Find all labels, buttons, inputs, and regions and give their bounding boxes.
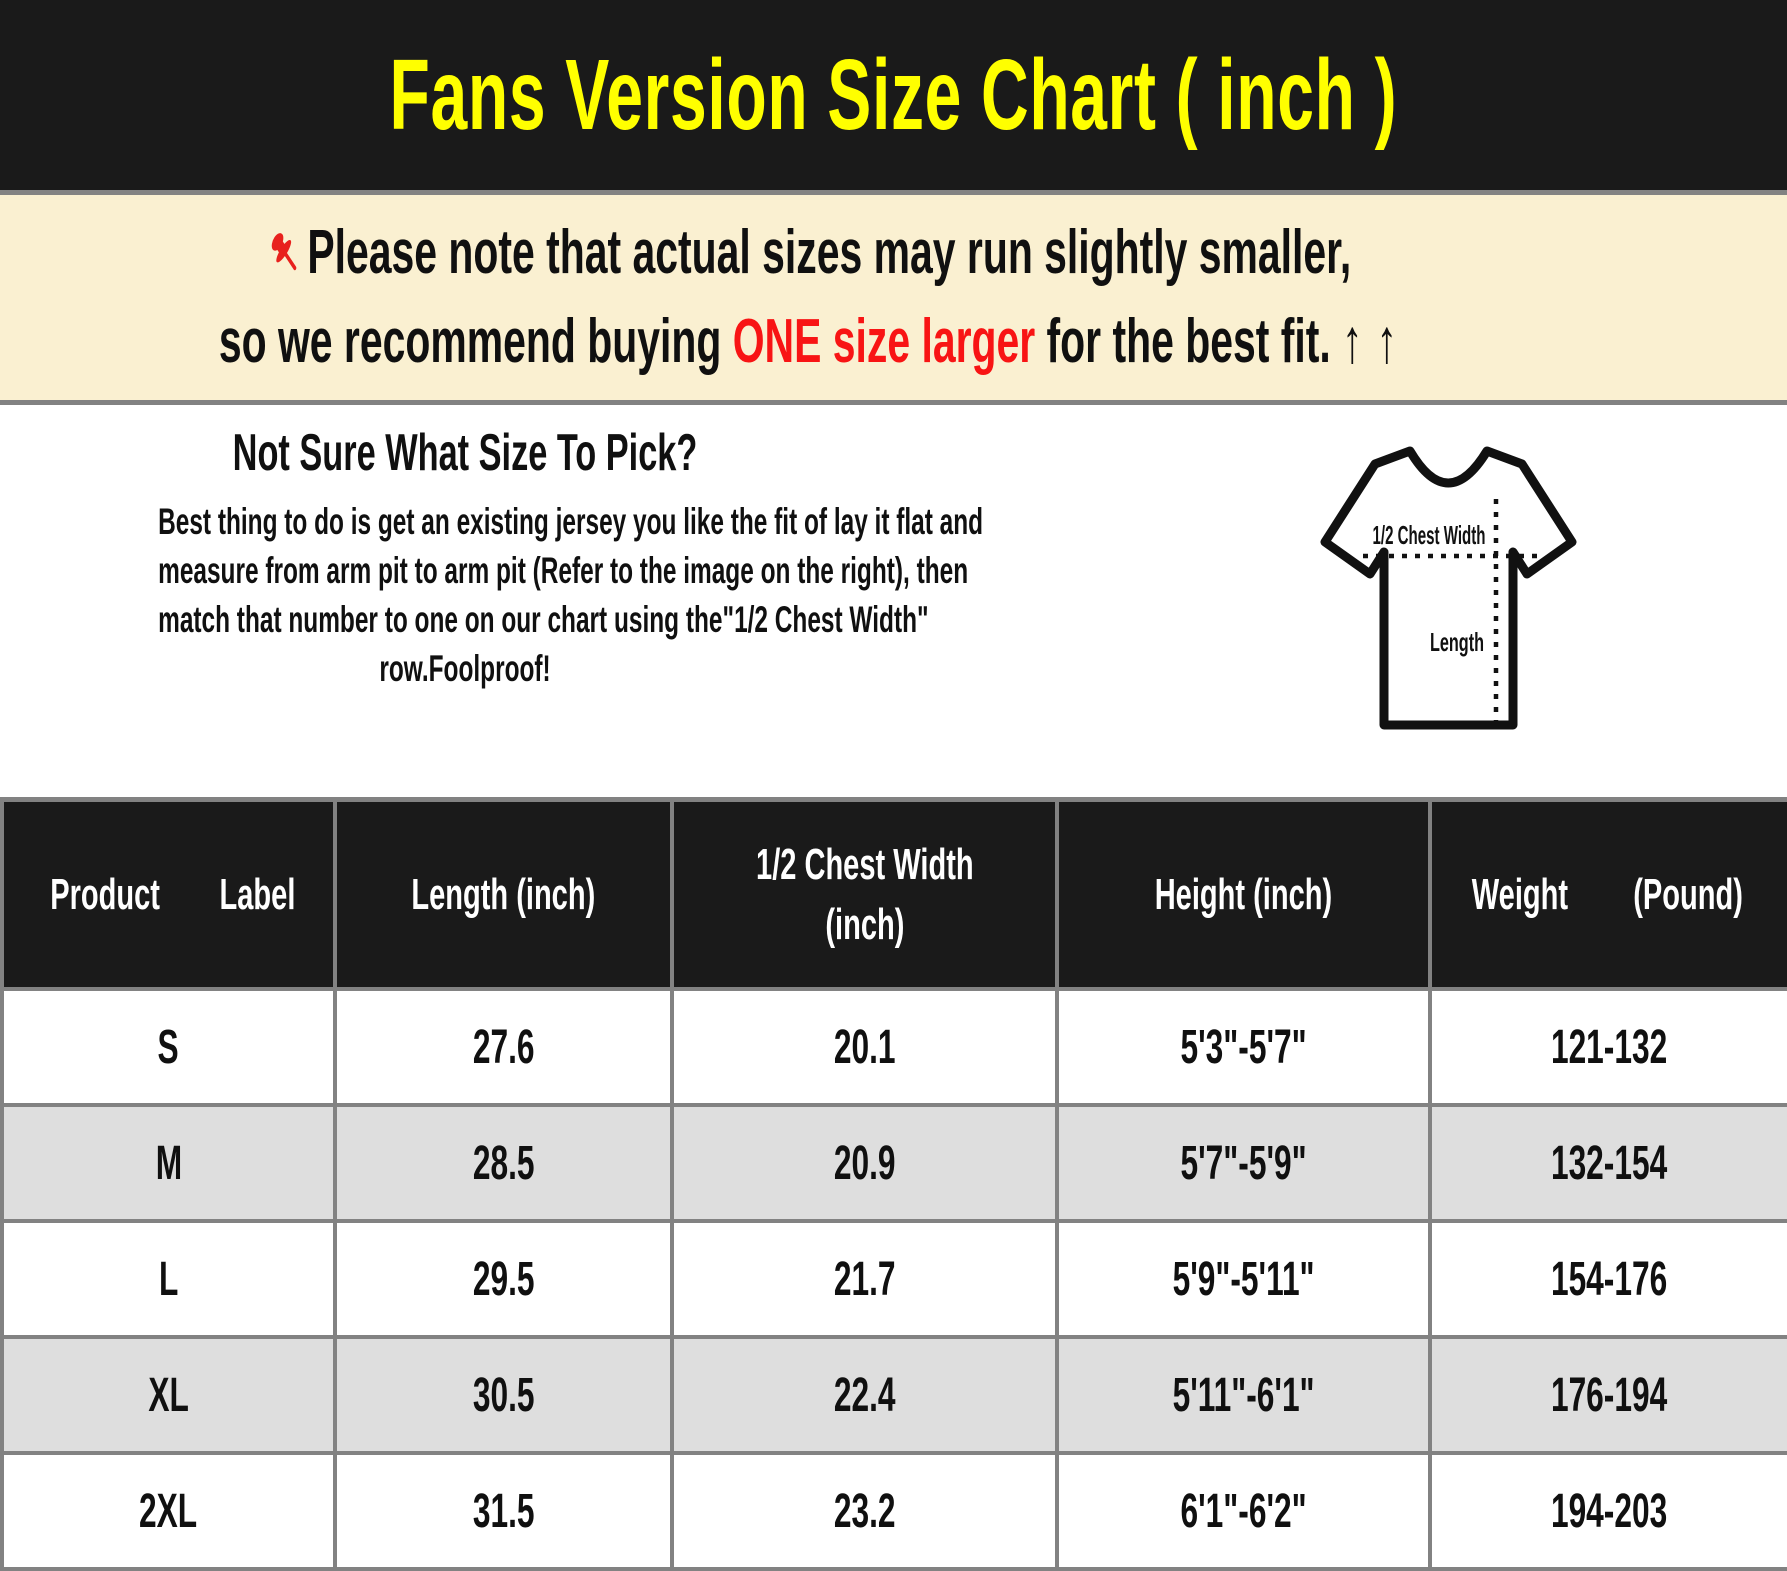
cell-height: 5'3"-5'7" [1055,987,1432,1107]
cell-chest: 20.1 [670,987,1059,1107]
guide-heading: Not Sure What Size To Pick? [232,424,698,482]
cell-length: 28.5 [333,1103,674,1223]
notice-line-1: Please note that actual sizes may run sl… [266,219,1351,287]
cell-chest: 21.7 [670,1219,1059,1339]
cell-weight: 132-154 [1428,1103,1787,1223]
cell-length: 29.5 [333,1219,674,1339]
col-header-weight: Weight (Pound) [1428,802,1787,991]
size-chart-table: Product Label Length (inch) 1/2 Chest Wi… [0,802,1787,1571]
cell-size: 2XL [0,1451,337,1571]
cell-chest: 20.9 [670,1103,1059,1223]
length-label: Length [1430,627,1484,657]
cell-height: 5'7"-5'9" [1055,1103,1432,1223]
cell-weight: 176-194 [1428,1335,1787,1455]
red-pushpin-icon [271,233,296,271]
size-table-header: Product Label Length (inch) 1/2 Chest Wi… [0,802,1787,991]
size-guide-section: Not Sure What Size To Pick? Best thing t… [0,405,1787,802]
cell-height: 5'11"-6'1" [1055,1335,1432,1455]
guide-line-4: row.Foolproof! [379,648,551,689]
cell-weight: 154-176 [1428,1219,1787,1339]
guide-text-block: Not Sure What Size To Pick? Best thing t… [0,415,984,693]
col-header-chest-width: 1/2 Chest Width (inch) [670,802,1059,991]
notice-highlight: ONE size larger [732,306,1036,376]
notice-text-2-prefix: so we recommend buying [218,306,733,376]
notice-strip: Please note that actual sizes may run sl… [0,195,1787,405]
col-header-height: Height (inch) [1055,802,1432,991]
guide-line-3: match that number to one on our chart us… [158,599,929,640]
cell-size: M [0,1103,337,1223]
col-header-length: Length (inch) [333,802,674,991]
cell-size: S [0,987,337,1107]
guide-paragraph: Best thing to do is get an existing jers… [158,497,984,693]
notice-line-2: so we recommend buying ONE size larger f… [218,306,1399,376]
cell-height: 6'1"-6'2" [1055,1451,1432,1571]
cell-weight: 121-132 [1428,987,1787,1107]
table-row-xl: XL 30.5 22.4 5'11"-6'1" 176-194 [0,1335,1787,1455]
guide-line-2: measure from arm pit to arm pit (Refer t… [158,550,969,591]
table-row-l: L 29.5 21.7 5'9"-5'11" 154-176 [0,1219,1787,1339]
table-row-s: S 27.6 20.1 5'3"-5'7" 121-132 [0,987,1787,1107]
cell-length: 30.5 [333,1335,674,1455]
cell-weight: 194-203 [1428,1451,1787,1571]
cell-length: 27.6 [333,987,674,1107]
cell-height: 5'9"-5'11" [1055,1219,1432,1339]
notice-text-2-suffix: for the best fit. [1035,306,1331,376]
cell-size: L [0,1219,337,1339]
col-header-product-label: Product Label [0,802,337,991]
table-row-2xl: 2XL 31.5 23.2 6'1"-6'2" 194-203 [0,1451,1787,1571]
tshirt-measure-diagram: 1/2 Chest Width Length [1317,443,1580,735]
up-arrows-icon: ↑ ↑ [1342,306,1399,376]
cell-length: 31.5 [333,1451,674,1571]
tshirt-icon: 1/2 Chest Width Length [1320,446,1577,730]
notice-text-1: Please note that actual sizes may run sl… [307,218,1351,288]
title-banner: Fans Version Size Chart ( inch ) [0,0,1787,195]
chest-width-label: 1/2 Chest Width [1373,520,1486,550]
guide-line-1: Best thing to do is get an existing jers… [158,501,984,542]
cell-chest: 22.4 [670,1335,1059,1455]
page-title: Fans Version Size Chart ( inch ) [389,38,1398,151]
table-row-m: M 28.5 20.9 5'7"-5'9" 132-154 [0,1103,1787,1223]
cell-chest: 23.2 [670,1451,1059,1571]
cell-size: XL [0,1335,337,1455]
